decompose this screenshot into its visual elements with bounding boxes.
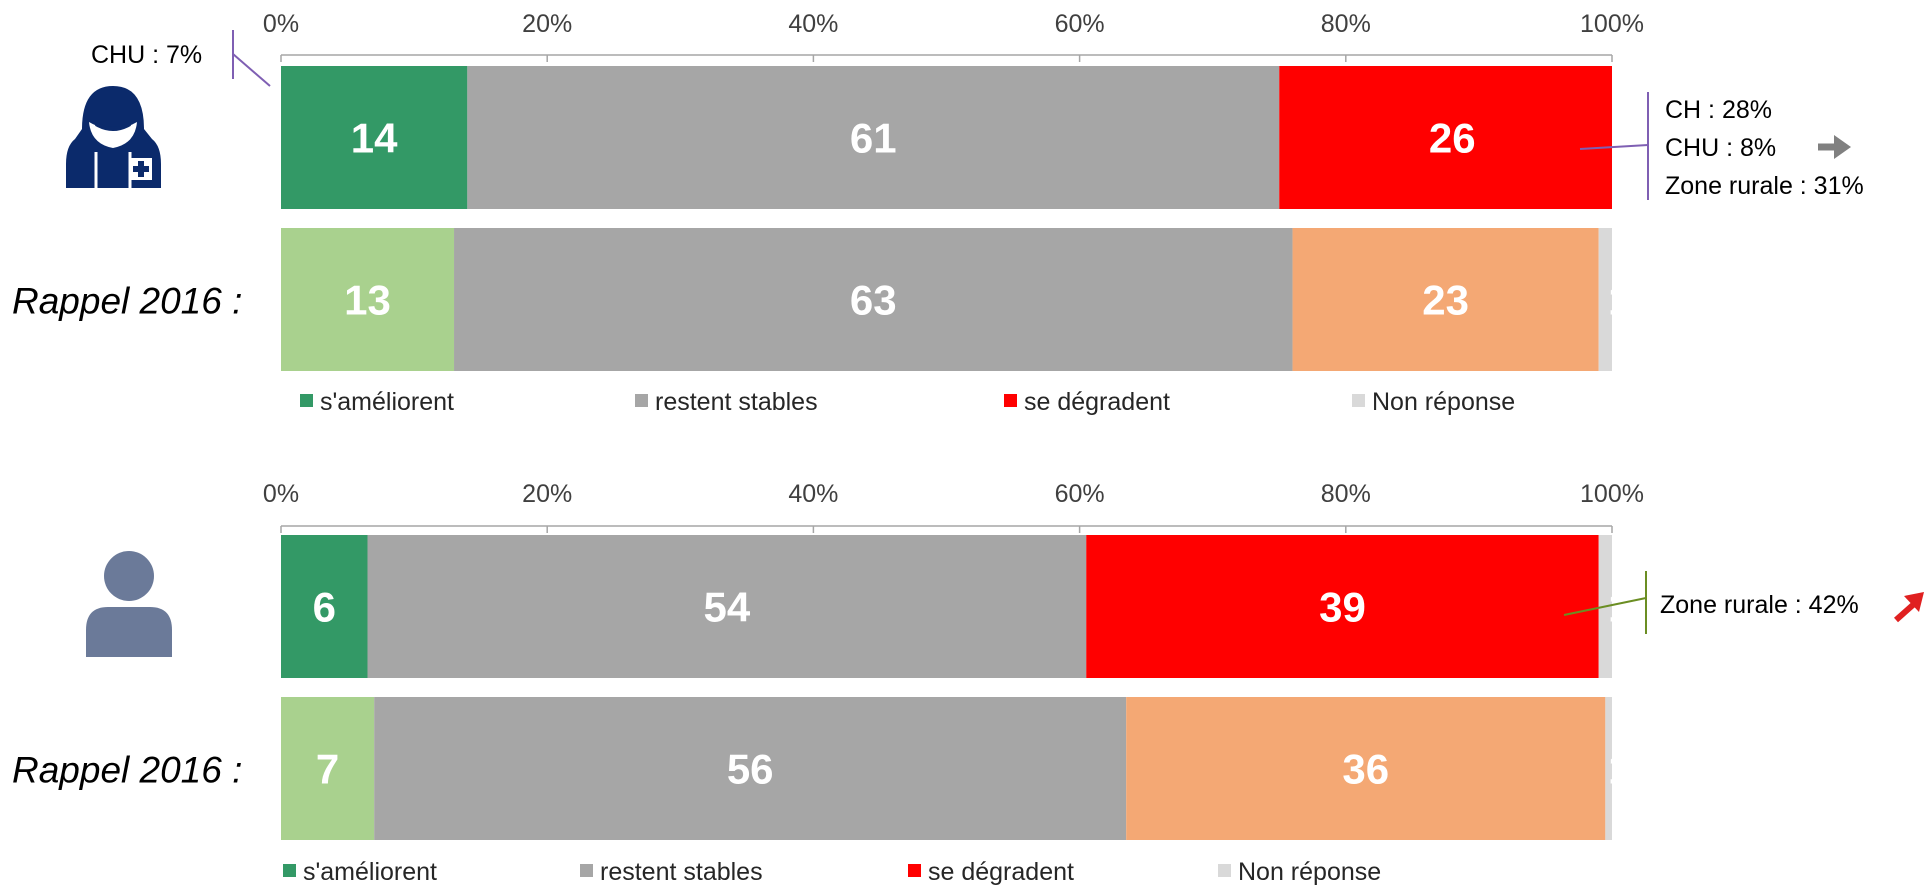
legend-swatch [283, 864, 296, 877]
chart-person: 0% 20% 40% 60% 80% 100% 6 54 39 1 7 56 36 1 Rappel 2… [12, 480, 1924, 886]
legend-swatch [300, 394, 313, 407]
bar-row-recall: 13 63 23 1 [281, 228, 1631, 371]
data-label: 14 [351, 115, 398, 162]
data-label: 1 [1608, 277, 1631, 324]
doctor-icon [66, 86, 161, 188]
left-note-leader [233, 54, 270, 86]
person-icon [86, 551, 172, 657]
x-tick-label: 80% [1321, 10, 1371, 38]
bar-row-current: 14 61 26 [281, 66, 1625, 209]
right-note-line-2: CHU : 8% [1665, 134, 1776, 162]
legend-label: restent stables [600, 858, 763, 886]
x-tick-label: 100% [1580, 480, 1644, 508]
legend-label: se dégradent [1024, 388, 1170, 416]
right-note-line-3: Zone rurale : 31% [1665, 172, 1864, 200]
bars: 14 61 26 13 63 23 1 [281, 66, 1631, 371]
legend: s'améliorent restent stables se dégradent N… [283, 858, 1381, 886]
x-tick-label: 0% [263, 480, 299, 508]
right-note-line-1: Zone rurale : 42% [1660, 591, 1859, 619]
legend: s'améliorent restent stables se dégradent N… [300, 388, 1515, 416]
data-label: 39 [1319, 584, 1366, 631]
data-label: 1 [1608, 584, 1631, 631]
legend-swatch [580, 864, 593, 877]
data-label: 56 [727, 746, 774, 793]
legend-item: restent stables [635, 388, 818, 416]
stable-arrow-icon [1818, 135, 1851, 159]
data-label: 6 [313, 584, 336, 631]
legend-label: Non réponse [1372, 388, 1515, 416]
data-label: 54 [704, 584, 751, 631]
x-tick-label: 20% [522, 480, 572, 508]
legend-label: s'améliorent [303, 858, 437, 886]
x-tick-label: 20% [522, 10, 572, 38]
legend-swatch [908, 864, 921, 877]
data-label: 26 [1429, 115, 1476, 162]
legend-swatch [1352, 394, 1365, 407]
data-label: 36 [1342, 746, 1389, 793]
bar-row-recall: 7 56 36 1 [281, 697, 1631, 840]
legend-label: restent stables [655, 388, 818, 416]
x-tick-label: 0% [263, 10, 299, 38]
data-label: 63 [850, 277, 897, 324]
legend-item: Non réponse [1218, 858, 1381, 886]
legend-label: se dégradent [928, 858, 1074, 886]
legend-label: Non réponse [1238, 858, 1381, 886]
legend-item: Non réponse [1352, 388, 1515, 416]
legend-label: s'améliorent [320, 388, 454, 416]
x-axis-ticks: 0% 20% 40% 60% 80% 100% [263, 480, 1644, 508]
left-note: CHU : 7% [91, 41, 202, 69]
up-arrow-icon [1896, 592, 1924, 620]
data-label: 1 [1608, 746, 1631, 793]
legend-item: s'améliorent [300, 388, 454, 416]
legend-swatch [1218, 864, 1231, 877]
x-tick-label: 60% [1055, 480, 1105, 508]
data-label: 23 [1422, 277, 1469, 324]
data-label: 13 [344, 277, 391, 324]
legend-item: se dégradent [1004, 388, 1170, 416]
row-label: Rappel 2016 : [12, 750, 242, 791]
x-tick-label: 80% [1321, 480, 1371, 508]
row-label: Rappel 2016 : [12, 281, 242, 322]
bars: 6 54 39 1 7 56 36 1 [281, 535, 1631, 840]
x-axis-ticks: 0% 20% 40% 60% 80% 100% [263, 10, 1644, 38]
x-tick-label: 40% [788, 10, 838, 38]
legend-item: s'améliorent [283, 858, 437, 886]
data-label: 7 [316, 746, 339, 793]
legend-item: se dégradent [908, 858, 1074, 886]
legend-swatch [1004, 394, 1017, 407]
legend-item: restent stables [580, 858, 763, 886]
chart-doctor: 0% 20% 40% 60% 80% 100% 14 61 26 13 63 23 1 Rappel … [12, 10, 1864, 416]
data-label: 61 [850, 115, 897, 162]
bar-row-current: 6 54 39 1 [281, 535, 1631, 678]
legend-swatch [635, 394, 648, 407]
x-tick-label: 100% [1580, 10, 1644, 38]
right-note-line-1: CH : 28% [1665, 96, 1772, 124]
x-tick-label: 60% [1055, 10, 1105, 38]
x-tick-label: 40% [788, 480, 838, 508]
